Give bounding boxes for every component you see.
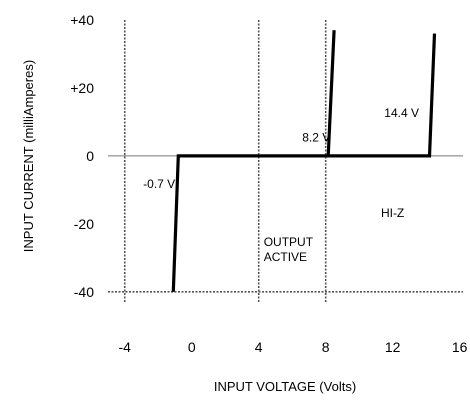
y-tick-label: +20 bbox=[70, 80, 94, 96]
x-tick-label: 12 bbox=[385, 339, 401, 355]
y-tick-label: -20 bbox=[74, 216, 94, 232]
x-tick-label: 0 bbox=[188, 339, 196, 355]
annotation-label: 14.4 V bbox=[384, 106, 419, 120]
series-line-1 bbox=[171, 33, 437, 292]
annotation-label: OUTPUT bbox=[264, 235, 314, 249]
x-tick-label: 16 bbox=[452, 339, 468, 355]
y-tick-label: 0 bbox=[86, 148, 94, 164]
y-tick-labels: +40 +20 0 -20 -40 bbox=[70, 12, 94, 300]
annotation-label: 8.2 V bbox=[302, 130, 330, 144]
data-series bbox=[171, 30, 437, 292]
x-tick-label: -4 bbox=[119, 339, 132, 355]
annotation-label: ACTIVE bbox=[264, 250, 307, 264]
x-tick-labels: -4 0 4 8 12 16 bbox=[119, 339, 468, 355]
y-tick-label: -40 bbox=[74, 284, 94, 300]
y-tick-label: +40 bbox=[70, 12, 94, 28]
y-axis-title: INPUT CURRENT (milliAmperes) bbox=[21, 60, 36, 252]
x-tick-label: 4 bbox=[255, 339, 263, 355]
annotation-label: HI-Z bbox=[381, 206, 404, 220]
annotation-label: -0.7 V bbox=[143, 177, 175, 191]
x-tick-label: 8 bbox=[322, 339, 330, 355]
x-axis-title: INPUT VOLTAGE (Volts) bbox=[214, 379, 356, 394]
series-line-2 bbox=[326, 30, 336, 156]
